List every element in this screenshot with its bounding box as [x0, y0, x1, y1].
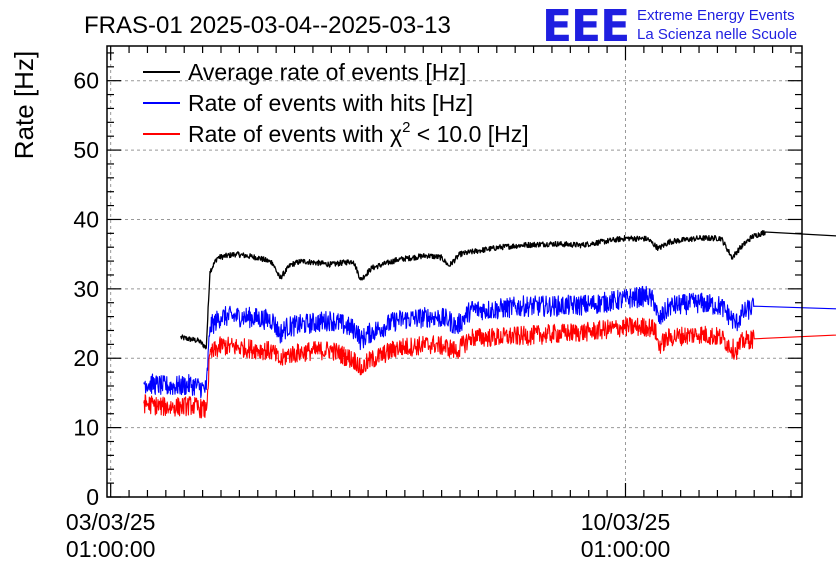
series-line-1	[143, 285, 836, 399]
y-tick-label: 40	[73, 206, 99, 232]
logo-line-2: La Scienza nelle Scuole	[637, 26, 797, 43]
series-line-2	[143, 317, 836, 419]
y-tick-label: 60	[73, 68, 99, 94]
x-tick-label-date: 03/03/25	[66, 509, 156, 535]
series-layer	[143, 230, 836, 419]
frame-rect	[106, 45, 803, 498]
tick-labels: 010203040506003/03/2501:00:0010/03/2501:…	[66, 68, 670, 562]
legend-label-average: Average rate of events [Hz]	[188, 59, 466, 85]
eee-logo-icon: EEE	[542, 1, 629, 52]
x-tick-label-date: 10/03/25	[581, 509, 671, 535]
x-tick-label-time: 01:00:00	[66, 536, 156, 562]
legend-label-chi2-sup: 2	[402, 119, 410, 136]
series-line-0	[179, 230, 836, 350]
plot-frame	[106, 45, 803, 498]
legend-label-chi2-main: Rate of events with χ	[188, 121, 402, 147]
grid-lines	[107, 46, 802, 497]
legend: Average rate of events [Hz] Rate of even…	[143, 59, 529, 147]
y-tick-label: 10	[73, 415, 99, 441]
axis-ticks	[107, 46, 802, 498]
y-axis-title: Rate [Hz]	[9, 51, 39, 159]
chart-title: FRAS-01 2025-03-04--2025-03-13	[84, 12, 451, 39]
y-tick-label: 0	[86, 484, 99, 510]
legend-label-chi2-tail: < 10.0 [Hz]	[410, 121, 528, 147]
y-tick-label: 50	[73, 137, 99, 163]
y-tick-label: 20	[73, 345, 99, 371]
legend-label-chi2: Rate of events with χ2 < 10.0 [Hz]	[188, 119, 529, 147]
x-tick-label-time: 01:00:00	[581, 536, 671, 562]
y-tick-label: 30	[73, 276, 99, 302]
logo-line-1: Extreme Energy Events	[637, 7, 795, 24]
legend-label-hits: Rate of events with hits [Hz]	[188, 90, 473, 116]
